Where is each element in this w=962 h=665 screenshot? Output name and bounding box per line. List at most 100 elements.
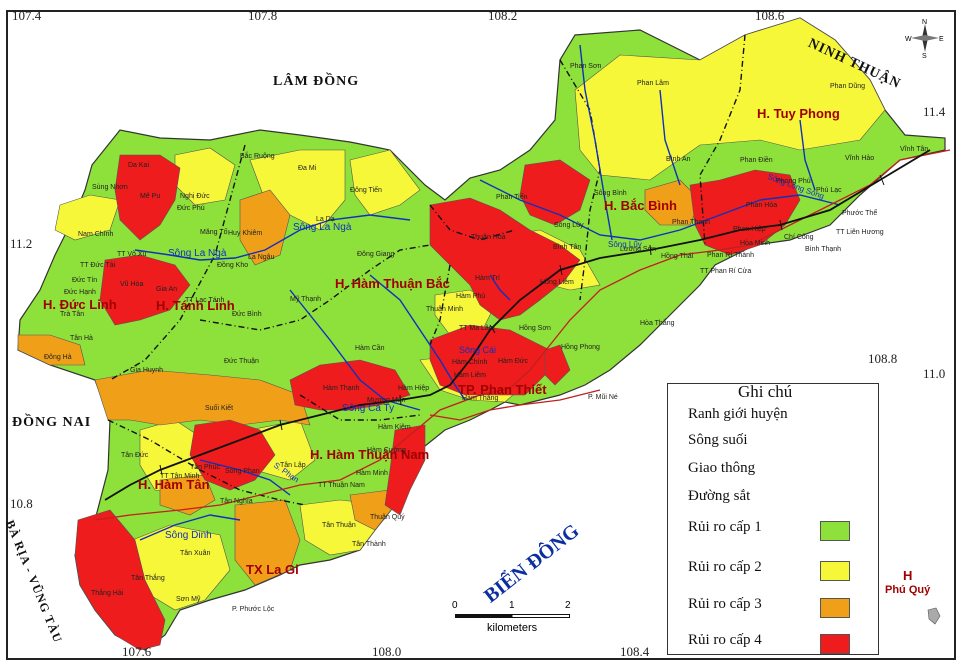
compass-rose-icon: N S E W bbox=[905, 19, 944, 58]
commune: Tân Xuân bbox=[180, 550, 211, 557]
compass-w: W bbox=[905, 36, 912, 43]
commune: Vĩnh Tân bbox=[900, 146, 929, 153]
district-bac-binh: H. Bắc Bình bbox=[604, 198, 677, 213]
coord-left-2: 10.8 bbox=[10, 496, 33, 511]
commune: Hàm Thắng bbox=[462, 395, 499, 402]
commune: Bình An bbox=[666, 156, 691, 163]
coord-inner: 108.8 bbox=[868, 351, 898, 366]
coord-top-1: 107.4 bbox=[12, 8, 42, 23]
commune: Sông Phan bbox=[225, 468, 260, 475]
commune: Tân Thuận bbox=[322, 522, 356, 529]
commune: Đông Giang bbox=[357, 251, 395, 258]
label-lam-dong: LÂM ĐỒNG bbox=[273, 74, 360, 89]
scale-bar: 0 1 2 kilometers bbox=[452, 600, 571, 640]
commune: Tân Phúc bbox=[190, 464, 220, 471]
commune: Đức Hạnh bbox=[64, 289, 96, 296]
coord-left-1: 11.2 bbox=[10, 236, 33, 251]
commune: Hàm Đức bbox=[498, 358, 528, 365]
legend-label-level-4: Rủi ro cấp 4 bbox=[688, 632, 762, 648]
commune: Phan Điền bbox=[740, 157, 773, 164]
commune: Da Kai bbox=[128, 162, 150, 169]
district-tanh-linh: H. Tánh Linh bbox=[156, 298, 235, 313]
coord-bottom-2: 108.0 bbox=[372, 644, 402, 659]
commune: Tân Lập bbox=[280, 462, 306, 469]
commune: Đồng Kho bbox=[217, 262, 249, 269]
commune: Tân Thành bbox=[352, 541, 386, 548]
commune: Nam Chính bbox=[78, 231, 114, 238]
commune: Đông Hà bbox=[44, 354, 72, 361]
commune: TT Ma Lâm bbox=[459, 325, 495, 332]
commune: La Ngâu bbox=[248, 254, 275, 261]
legend-label-road: Giao thông bbox=[688, 460, 756, 476]
commune: Phan Tiến bbox=[496, 194, 528, 201]
commune: Phước Thể bbox=[842, 210, 878, 217]
commune: Chí Công bbox=[784, 234, 814, 241]
commune: Phan Lâm bbox=[637, 80, 669, 87]
rivers bbox=[134, 44, 841, 541]
phu-quy-island bbox=[927, 607, 941, 625]
district-ham-thuan-nam: H. Hàm Thuận Nam bbox=[310, 447, 430, 462]
commune: TT Đức Tài bbox=[80, 262, 116, 269]
commune: TT Phan Rí Cửa bbox=[700, 268, 752, 275]
commune: Đông Tiến bbox=[350, 187, 382, 194]
legend-swatch-level-4 bbox=[820, 634, 850, 654]
river-cau-ty: Sông Cà Ty bbox=[342, 403, 395, 414]
legend-swatch-level-3 bbox=[820, 598, 850, 618]
commune: Sùng Nhơn bbox=[92, 184, 128, 191]
river-la-nga-1: Sông La Ngà bbox=[168, 248, 227, 259]
commune: Nghị Đức bbox=[180, 193, 210, 200]
coord-top-4: 108.6 bbox=[755, 8, 785, 23]
scale-bar-track bbox=[455, 614, 570, 618]
commune: Phan Rí Thành bbox=[707, 252, 754, 259]
commune: Tân Nghĩa bbox=[220, 498, 253, 505]
railway bbox=[104, 149, 931, 501]
legend: Ghi chú Ranh giới huyện Sông suối Giao t… bbox=[667, 382, 879, 655]
commune: Hàm Phú bbox=[456, 293, 486, 300]
commune: Hòa Thắng bbox=[640, 320, 675, 327]
district-ham-tan: H. Hàm Tân bbox=[138, 477, 210, 492]
commune: Hòa Minh bbox=[740, 240, 770, 247]
commune: Hồng Thái bbox=[661, 253, 694, 260]
scale-unit: kilometers bbox=[487, 622, 538, 634]
district-phu-quy: Phú Quý bbox=[885, 584, 931, 596]
commune: TT Lạc Tánh bbox=[185, 297, 225, 304]
commune: Tân Thắng bbox=[131, 575, 165, 582]
river-cai: Sông Cái bbox=[459, 345, 497, 355]
commune: Trà Tân bbox=[60, 311, 85, 318]
river-dinh: Sông Dinh bbox=[165, 530, 212, 541]
commune: Bình Tân bbox=[553, 244, 582, 251]
district-phan-thiet: TP. Phan Thiết bbox=[458, 382, 547, 397]
commune: Hồng Sơn bbox=[519, 325, 551, 332]
label-dong-nai: ĐỒNG NAI bbox=[12, 415, 92, 430]
commune: Hàm Cường bbox=[367, 447, 406, 454]
commune: Hồng Liêm bbox=[540, 279, 574, 286]
commune: Măng Tố bbox=[200, 229, 228, 236]
commune: Mỹ Thạnh bbox=[290, 296, 321, 303]
commune: Hàm Minh bbox=[356, 470, 388, 477]
coord-bottom-1: 107.6 bbox=[122, 644, 152, 659]
commune: Suối Kiết bbox=[205, 405, 234, 412]
commune: Tân Đức bbox=[121, 452, 149, 459]
commune: Thắng Hải bbox=[91, 590, 124, 597]
risk-level-3-zones bbox=[17, 179, 701, 586]
coord-right-1: 11.4 bbox=[923, 104, 946, 119]
commune: Bình Thạnh bbox=[805, 246, 842, 253]
commune: Mương Mán bbox=[367, 397, 406, 404]
commune: Gia Huynh bbox=[130, 367, 164, 374]
legend-label-river: Sông suối bbox=[688, 432, 748, 448]
railway-ticks bbox=[159, 174, 885, 476]
river-luy: Sông Lũy bbox=[608, 240, 642, 249]
commune: Đức Tín bbox=[72, 277, 98, 284]
commune: Phan Sơn bbox=[570, 63, 602, 70]
scale-tick-2: 2 bbox=[565, 600, 571, 611]
commune: P. Mũi Né bbox=[588, 394, 618, 401]
commune: Mê Pu bbox=[140, 193, 161, 200]
district-duc-linh: H. Đức Linh bbox=[43, 297, 117, 312]
commune: Phú Lạc bbox=[816, 187, 842, 194]
commune: Hàm Cần bbox=[355, 345, 385, 352]
compass-e: E bbox=[939, 36, 944, 43]
scale-tick-0: 0 bbox=[452, 600, 458, 611]
commune: Hàm Kiệm bbox=[378, 424, 411, 431]
legend-label-level-2: Rủi ro cấp 2 bbox=[688, 559, 762, 575]
commune: Phan Dũng bbox=[830, 83, 866, 90]
